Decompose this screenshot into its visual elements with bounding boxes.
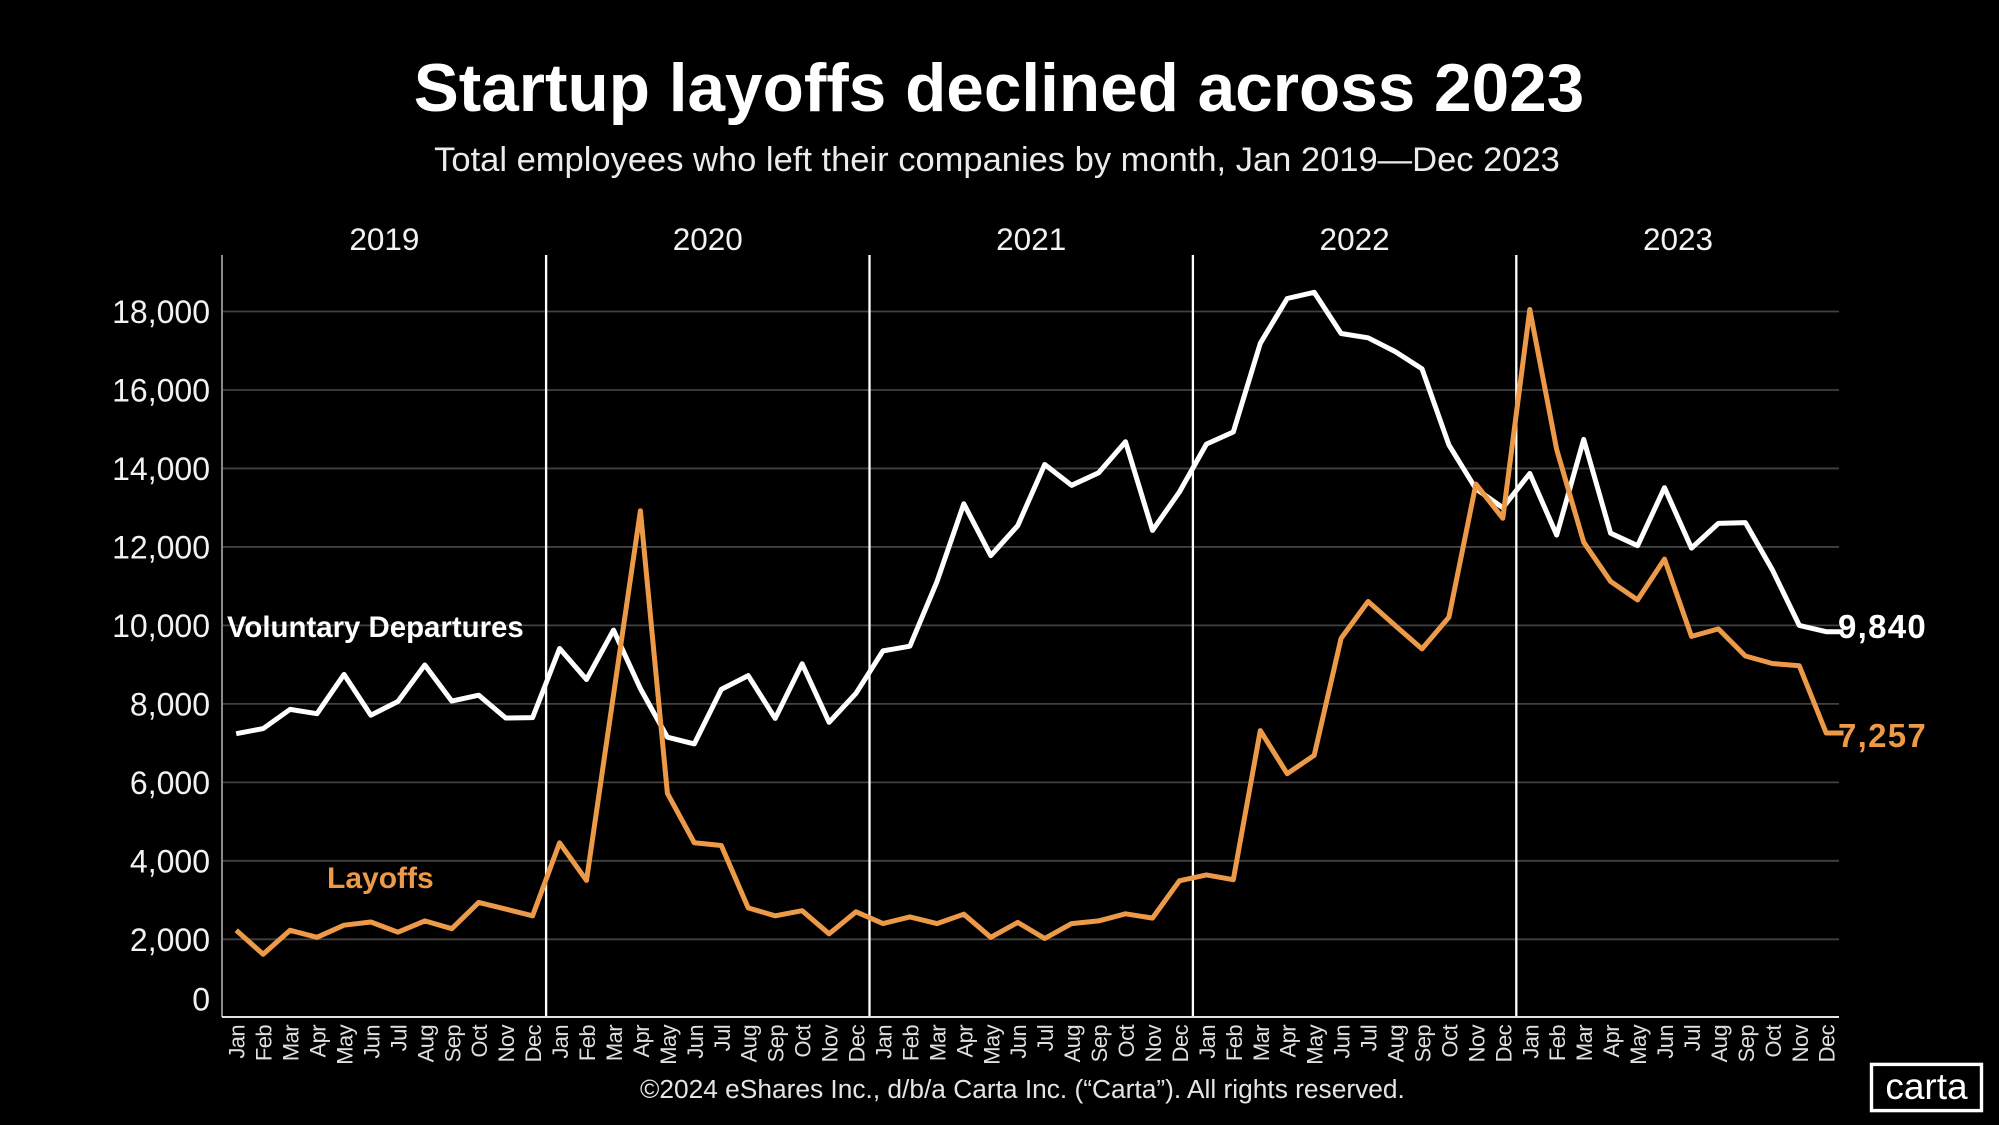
svg-text:Aug: Aug [737, 1025, 762, 1062]
svg-text:Total employees who left their: Total employees who left their companies… [434, 141, 1560, 179]
svg-text:Feb: Feb [1222, 1025, 1247, 1061]
svg-text:Sep: Sep [1411, 1025, 1436, 1063]
svg-text:May: May [979, 1024, 1004, 1064]
svg-text:May: May [333, 1024, 358, 1064]
svg-text:Sep: Sep [1087, 1025, 1112, 1063]
svg-text:Jun: Jun [1006, 1025, 1031, 1059]
svg-text:Jan: Jan [872, 1025, 897, 1059]
svg-text:Jun: Jun [683, 1025, 708, 1059]
svg-text:Dec: Dec [1815, 1024, 1840, 1062]
svg-text:Aug: Aug [413, 1025, 438, 1062]
svg-text:6,000: 6,000 [130, 765, 210, 801]
svg-text:4,000: 4,000 [130, 843, 210, 879]
svg-text:Apr: Apr [1276, 1025, 1301, 1058]
svg-text:Dec: Dec [521, 1024, 546, 1062]
svg-text:Jul: Jul [1033, 1025, 1058, 1051]
svg-text:12,000: 12,000 [112, 529, 210, 565]
svg-text:Apr: Apr [306, 1025, 331, 1058]
svg-text:Oct: Oct [1761, 1025, 1786, 1058]
svg-text:Jan: Jan [548, 1025, 573, 1059]
svg-text:2021: 2021 [996, 221, 1066, 257]
svg-text:Oct: Oct [1114, 1025, 1139, 1058]
svg-text:Apr: Apr [629, 1025, 654, 1058]
svg-text:2019: 2019 [349, 221, 419, 257]
svg-text:Nov: Nov [818, 1024, 843, 1062]
svg-text:Jul: Jul [386, 1025, 411, 1051]
svg-text:Oct: Oct [791, 1025, 816, 1058]
svg-text:Jul: Jul [710, 1025, 735, 1051]
svg-text:Feb: Feb [1545, 1025, 1570, 1061]
svg-text:8,000: 8,000 [130, 686, 210, 722]
svg-text:Feb: Feb [898, 1025, 923, 1061]
svg-text:Dec: Dec [845, 1024, 870, 1062]
svg-text:Sep: Sep [764, 1025, 789, 1063]
svg-text:7,257: 7,257 [1838, 717, 1927, 754]
svg-text:Aug: Aug [1384, 1025, 1409, 1062]
svg-text:Feb: Feb [575, 1025, 600, 1061]
svg-text:Jun: Jun [1330, 1025, 1355, 1059]
svg-text:Jul: Jul [1357, 1025, 1382, 1051]
svg-text:Mar: Mar [925, 1025, 950, 1061]
svg-text:Dec: Dec [1491, 1024, 1516, 1062]
svg-text:May: May [1303, 1024, 1328, 1064]
svg-text:Nov: Nov [494, 1024, 519, 1062]
svg-text:May: May [1626, 1024, 1651, 1064]
svg-text:carta: carta [1885, 1066, 1968, 1107]
svg-text:Aug: Aug [1707, 1025, 1732, 1062]
svg-text:Apr: Apr [952, 1025, 977, 1058]
svg-text:Jan: Jan [225, 1025, 250, 1059]
svg-text:2023: 2023 [1643, 221, 1713, 257]
svg-text:9,840: 9,840 [1838, 608, 1927, 645]
svg-text:0: 0 [192, 982, 210, 1018]
svg-text:Startup layoffs declined acros: Startup layoffs declined across 2023 [414, 51, 1584, 126]
svg-text:Feb: Feb [252, 1025, 277, 1061]
svg-text:10,000: 10,000 [112, 608, 210, 644]
svg-text:Jan: Jan [1195, 1025, 1220, 1059]
svg-text:Apr: Apr [1599, 1025, 1624, 1058]
svg-text:Mar: Mar [1249, 1025, 1274, 1061]
svg-text:Mar: Mar [1572, 1025, 1597, 1061]
svg-text:2020: 2020 [673, 221, 743, 257]
svg-text:Layoffs: Layoffs [327, 862, 434, 895]
svg-text:14,000: 14,000 [112, 451, 210, 487]
svg-text:Mar: Mar [602, 1025, 627, 1061]
svg-text:Sep: Sep [440, 1025, 465, 1063]
svg-text:Voluntary Departures: Voluntary Departures [227, 611, 524, 644]
svg-text:Sep: Sep [1734, 1025, 1759, 1063]
svg-text:©2024 eShares Inc., d/b/a Cart: ©2024 eShares Inc., d/b/a Carta Inc. (“C… [640, 1074, 1405, 1104]
svg-text:Mar: Mar [279, 1025, 304, 1061]
svg-text:Jan: Jan [1518, 1025, 1543, 1059]
svg-text:Oct: Oct [1437, 1025, 1462, 1058]
svg-text:Nov: Nov [1788, 1024, 1813, 1062]
svg-text:18,000: 18,000 [112, 294, 210, 330]
svg-text:16,000: 16,000 [112, 373, 210, 409]
svg-text:Jul: Jul [1680, 1025, 1705, 1051]
svg-text:Nov: Nov [1464, 1024, 1489, 1062]
svg-text:Jun: Jun [359, 1025, 384, 1059]
svg-text:Aug: Aug [1060, 1025, 1085, 1062]
svg-text:Nov: Nov [1141, 1024, 1166, 1062]
svg-text:2022: 2022 [1320, 221, 1390, 257]
svg-text:2,000: 2,000 [130, 922, 210, 958]
svg-text:Jun: Jun [1653, 1025, 1678, 1059]
svg-text:Dec: Dec [1168, 1024, 1193, 1062]
svg-text:May: May [656, 1024, 681, 1064]
svg-text:Oct: Oct [467, 1025, 492, 1058]
